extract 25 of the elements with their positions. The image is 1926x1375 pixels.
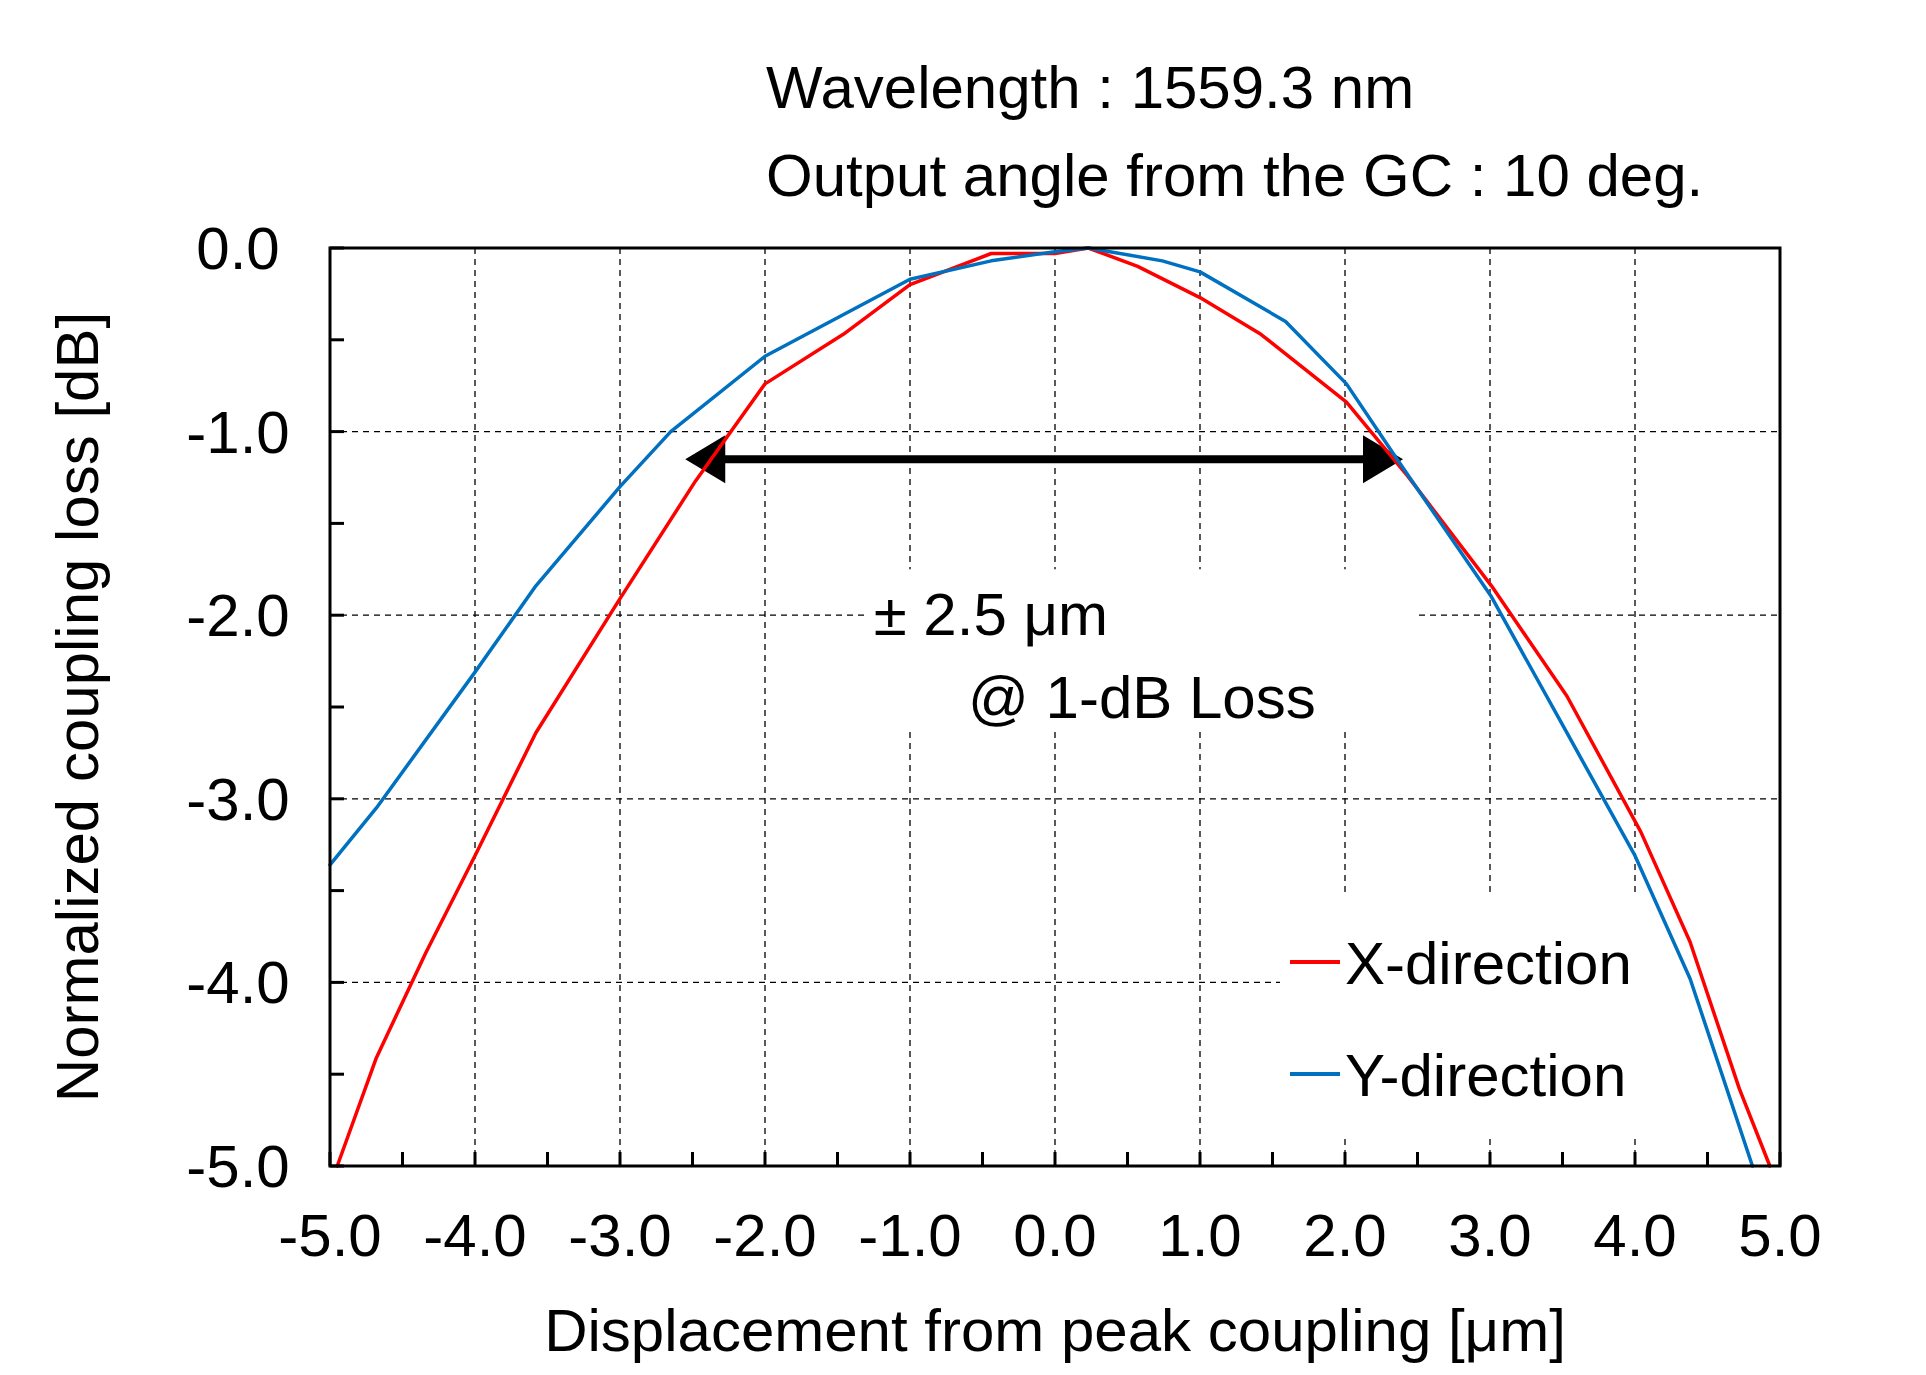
y-tick-label: 0.0	[196, 215, 280, 282]
y-tick-label: -4.0	[186, 949, 290, 1017]
annotation: @ 1-dB Loss	[968, 663, 1316, 731]
y-axis-title: Normalized coupling loss [dB]	[44, 311, 111, 1103]
x-tick-label: -1.0	[858, 1202, 962, 1269]
x-tick-label: 4.0	[1593, 1202, 1677, 1269]
x-tick-label: -4.0	[423, 1202, 527, 1269]
x-tick-label: 5.0	[1738, 1202, 1822, 1269]
text: Wavelength : 1559.3 nm	[766, 54, 1415, 121]
x-tick-label: -3.0	[568, 1202, 672, 1269]
y-tick-label: -5.0	[186, 1133, 290, 1200]
annotation: ± 2.5 μm	[873, 581, 1108, 649]
x-tick-label: 0.0	[1013, 1202, 1097, 1269]
x-tick-label: 2.0	[1303, 1202, 1387, 1269]
text: Output angle from the GC : 10 deg.	[766, 142, 1704, 209]
x-tick-label: 1.0	[1158, 1202, 1242, 1269]
legend-label: X-direction	[1345, 930, 1632, 997]
y-tick-label: -1.0	[186, 398, 290, 466]
x-axis-title: Displacement from peak coupling [μm]	[544, 1297, 1566, 1364]
y-tick-label: -2.0	[186, 582, 290, 650]
x-tick-label: -5.0	[278, 1202, 382, 1269]
y-tick-label: -3.0	[186, 765, 290, 833]
x-tick-label: -2.0	[713, 1202, 817, 1269]
legend-label: Y-direction	[1345, 1042, 1627, 1109]
x-tick-label: 3.0	[1448, 1202, 1532, 1269]
